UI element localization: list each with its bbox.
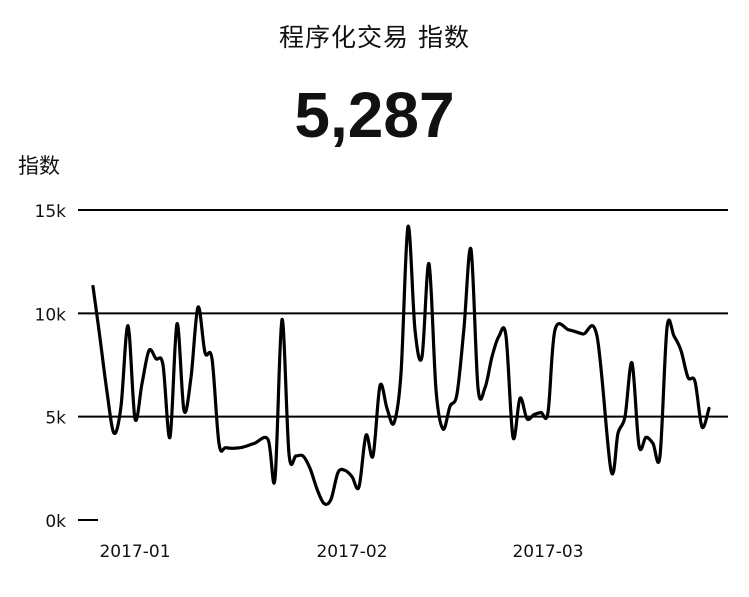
y-tick-label: 10k xyxy=(35,305,67,325)
big-number-value: 5,287 xyxy=(294,79,455,151)
x-tick-label: 2017-03 xyxy=(512,542,583,562)
chart-title: 程序化交易 指数 xyxy=(279,23,470,52)
y-tick-label: 0k xyxy=(45,512,66,532)
x-tick-label: 2017-01 xyxy=(99,542,170,562)
y-tick-label: 15k xyxy=(35,202,67,222)
y-tick-label: 5k xyxy=(45,409,66,429)
x-tick-label: 2017-02 xyxy=(316,542,387,562)
series-line-0 xyxy=(91,224,711,506)
y-axis-label: 指数 xyxy=(18,154,60,178)
